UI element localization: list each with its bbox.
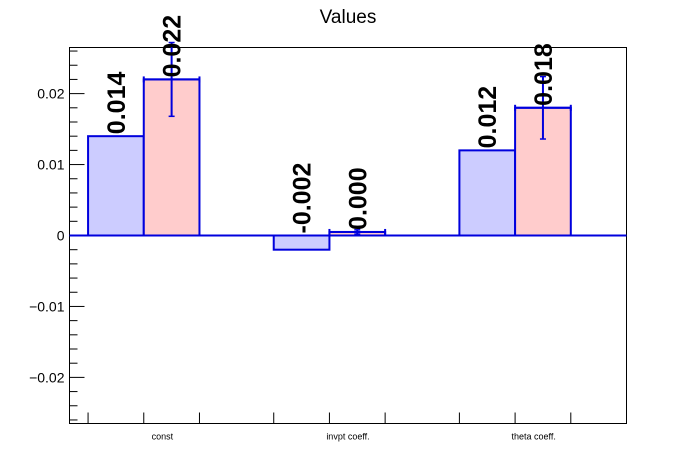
data-label: 0.012 <box>474 86 502 149</box>
y-tick-label: 0.01 <box>37 157 64 173</box>
x-axis: const invpt coeff. theta coeff. <box>87 412 572 442</box>
y-tick-label: −0.02 <box>29 369 65 385</box>
y-tick-label: 0.02 <box>37 86 64 102</box>
bar <box>458 149 517 237</box>
error-bars <box>142 41 572 235</box>
data-label: 0.018 <box>530 43 558 106</box>
data-label: 0.014 <box>103 72 131 135</box>
x-category-label: theta coeff. <box>511 432 555 442</box>
data-label: -0.002 <box>289 163 317 234</box>
bar <box>272 234 331 251</box>
y-tick-label: 0 <box>57 228 65 244</box>
bar <box>87 135 145 237</box>
x-category-label: invpt coeff. <box>326 432 369 442</box>
y-tick-label: −0.01 <box>29 298 65 314</box>
y-axis: −0.02 −0.01 0 0.01 0.02 <box>29 50 85 421</box>
data-label: 0.000 <box>344 167 372 230</box>
data-labels: 0.014 -0.002 0.012 0.022 0.000 0.018 <box>103 15 558 234</box>
data-label: 0.022 <box>159 15 187 78</box>
x-category-label: const <box>152 432 174 442</box>
chart-title: Values <box>320 7 377 28</box>
